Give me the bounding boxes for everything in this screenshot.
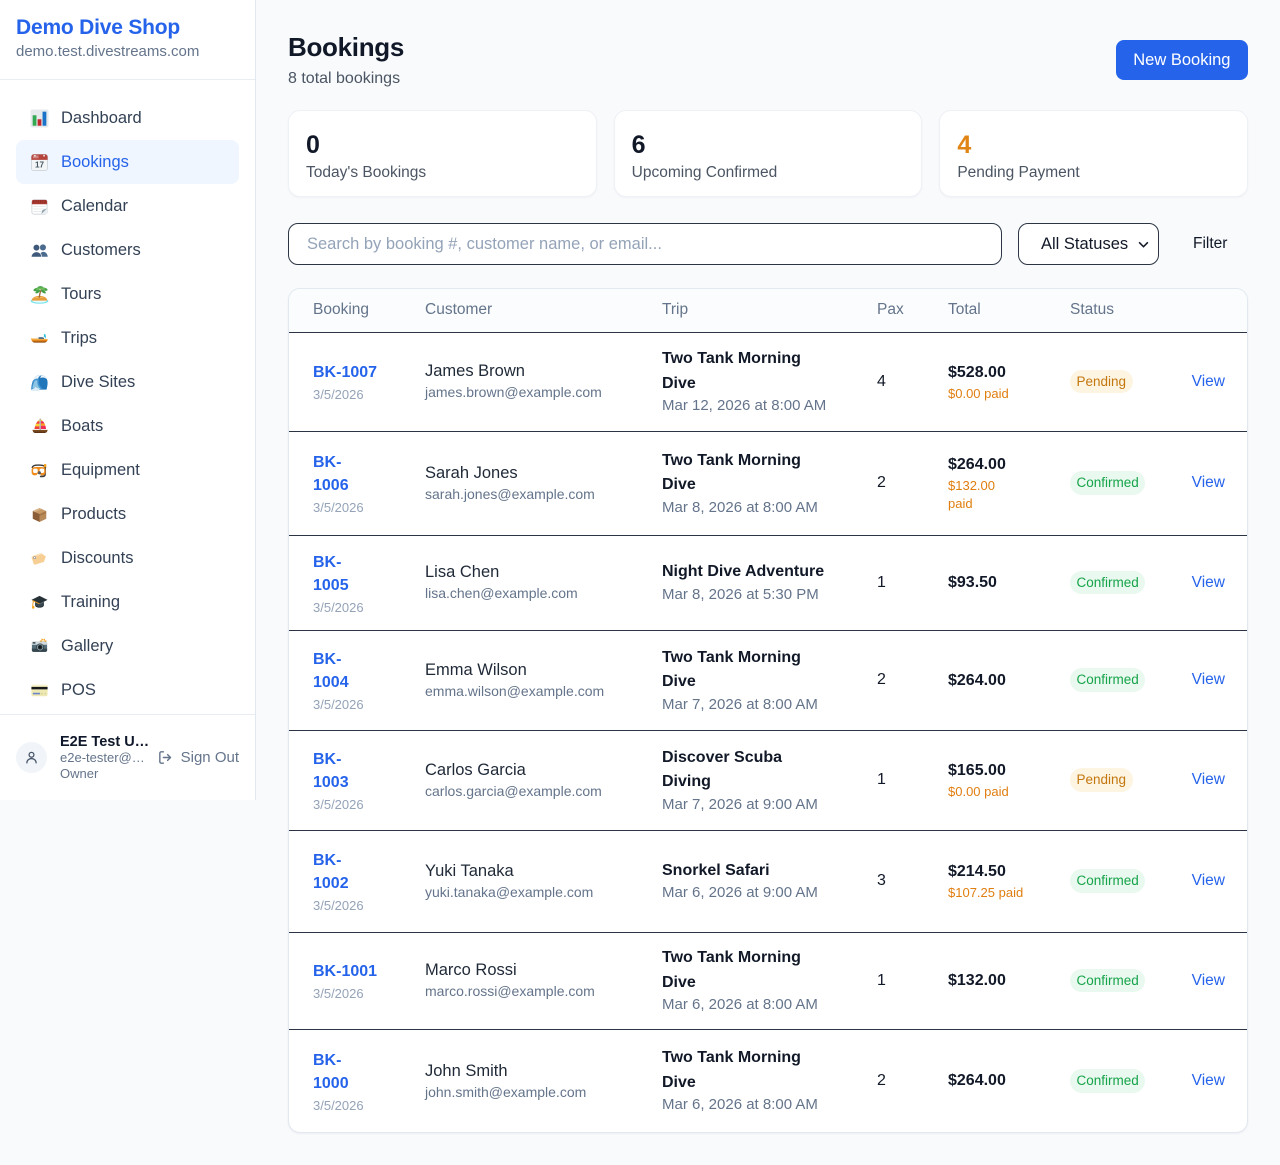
svg-text:17: 17 [35,160,45,169]
